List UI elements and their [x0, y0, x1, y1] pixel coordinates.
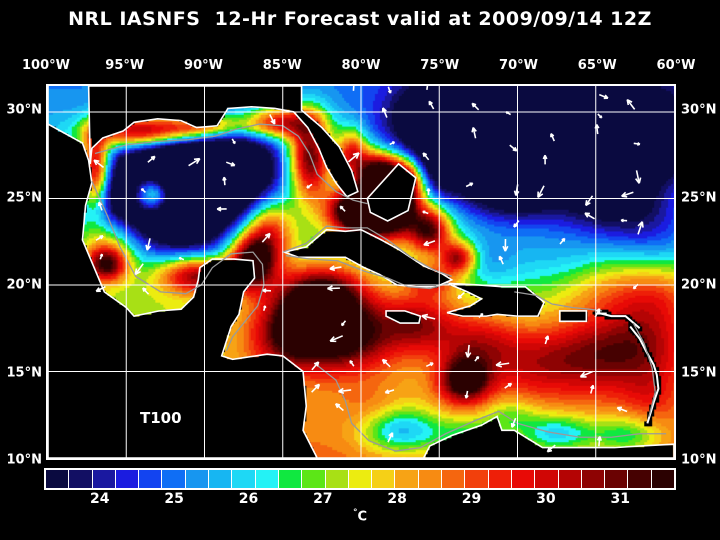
colorbar-cell [69, 470, 93, 488]
colorbar-cell [325, 470, 349, 488]
colorbar-cell [232, 470, 256, 488]
colorbar-tick-label: 26 [238, 491, 259, 507]
colorbar[interactable] [44, 468, 676, 490]
colorbar-cell [418, 470, 443, 488]
lat-tick-label-left: 10°N [6, 452, 42, 468]
colorbar-cell [651, 470, 675, 488]
colorbar-cell [628, 470, 652, 488]
colorbar-cell [372, 470, 396, 488]
lon-tick-label: 80°W [341, 58, 381, 73]
map-panel[interactable] [46, 84, 676, 460]
sst-heatmap [48, 86, 674, 458]
lon-tick-label: 85°W [262, 58, 302, 73]
colorbar-cell [581, 470, 606, 488]
colorbar-tick-label: 30 [536, 491, 556, 507]
colorbar-cell [46, 470, 70, 488]
page-title: NRL IASNFS 12-Hr Forecast valid at 2009/… [68, 8, 652, 30]
colorbar-cell [465, 470, 489, 488]
colorbar-tick-label: 29 [461, 491, 482, 507]
colorbar-cell [209, 470, 233, 488]
colorbar-cell [488, 470, 512, 488]
colorbar-cell [558, 470, 582, 488]
colorbar-cell [348, 470, 373, 488]
lat-tick-label-right: 15°N [681, 365, 717, 381]
colorbar-cell [442, 470, 466, 488]
lat-tick-label-right: 25°N [681, 190, 717, 206]
lon-tick-label: 95°W [105, 58, 145, 73]
colorbar-cell [92, 470, 116, 488]
field-annotation-label: T100 [140, 409, 182, 427]
lat-tick-label-right: 30°N [681, 102, 717, 118]
colorbar-cell [185, 470, 210, 488]
colorbar-ticks: 24 25 26 27 28 29 30 31 [44, 491, 676, 511]
colorbar-cell [278, 470, 303, 488]
lat-tick-label-left: 30°N [6, 102, 42, 118]
colorbar-tick-label: 24 [90, 491, 110, 507]
lon-tick-label: 100°W [22, 58, 70, 73]
lat-tick-label-left: 25°N [6, 190, 42, 206]
lat-tick-label-right: 20°N [681, 277, 717, 293]
lon-tick-label: 75°W [420, 58, 460, 73]
colorbar-cell [511, 470, 536, 488]
lon-tick-label: 90°W [184, 58, 223, 73]
colorbar-cell [302, 470, 326, 488]
lat-tick-label-left: 20°N [6, 277, 42, 293]
colorbar-tick-label: 25 [164, 491, 184, 507]
colorbar-tick-label: 31 [610, 491, 630, 507]
colorbar-cell [115, 470, 140, 488]
lat-tick-label-left: 15°N [6, 365, 42, 381]
lat-tick-label-right: 10°N [681, 452, 717, 468]
colorbar-cell [395, 470, 419, 488]
colorbar-cell [255, 470, 279, 488]
lon-tick-label: 60°W [656, 58, 696, 73]
colorbar-cell [162, 470, 186, 488]
colorbar-units-label: °C [352, 508, 368, 525]
colorbar-tick-label: 27 [313, 491, 333, 507]
lon-tick-label: 70°W [499, 58, 538, 73]
colorbar-tick-label: 28 [387, 491, 407, 507]
colorbar-cell [535, 470, 559, 488]
colorbar-cell [605, 470, 629, 488]
lon-tick-label: 65°W [577, 58, 617, 73]
colorbar-cell [139, 470, 163, 488]
